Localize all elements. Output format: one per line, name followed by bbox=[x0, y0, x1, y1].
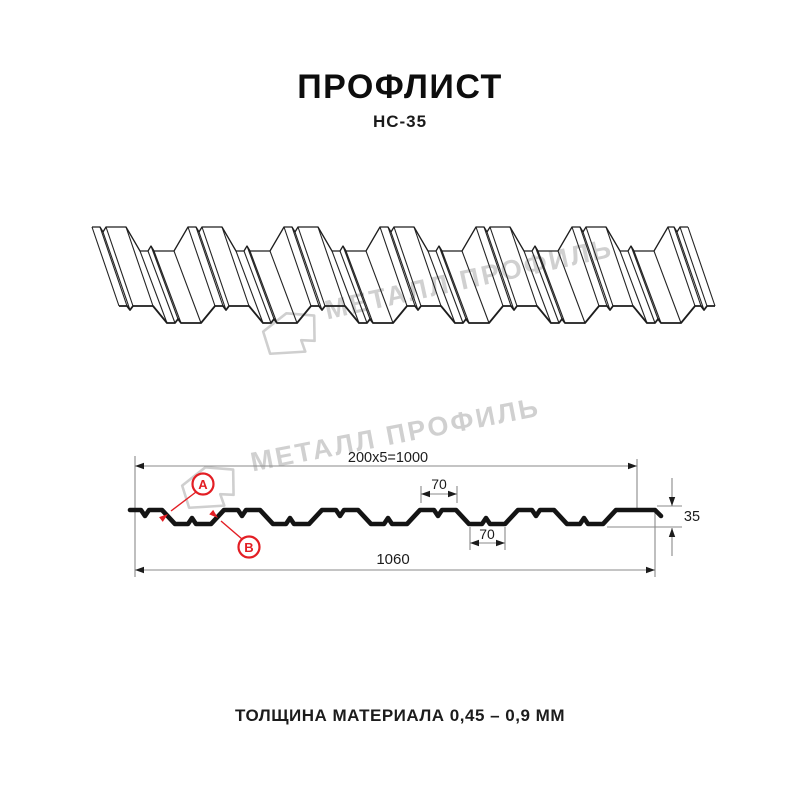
dim-label-rib-top: 70 bbox=[431, 476, 447, 492]
profile-model-label: НС-35 bbox=[372, 112, 428, 131]
brand-logo-watermark-icon bbox=[180, 466, 235, 510]
brand-logo-watermark-icon bbox=[261, 312, 316, 356]
dimension-arrowheads bbox=[135, 462, 676, 574]
dim-label-height: 35 bbox=[684, 509, 700, 525]
thickness-note: ТОЛЩИНА МАТЕРИАЛА 0,45 – 0,9 ММ bbox=[235, 706, 565, 725]
dim-label-total-width: 1060 bbox=[376, 551, 409, 568]
marker-a-label: A bbox=[198, 477, 208, 492]
dim-label-pitch: 200x5=1000 bbox=[348, 450, 428, 466]
marker-b-label: B bbox=[244, 540, 253, 555]
marker-b: B bbox=[209, 509, 261, 559]
profile-cross-section-line bbox=[127, 507, 664, 527]
dim-label-rib-bottom: 70 bbox=[479, 526, 495, 542]
page-title: ПРОФЛИСТ bbox=[297, 68, 503, 106]
marker-a: A bbox=[159, 472, 215, 522]
